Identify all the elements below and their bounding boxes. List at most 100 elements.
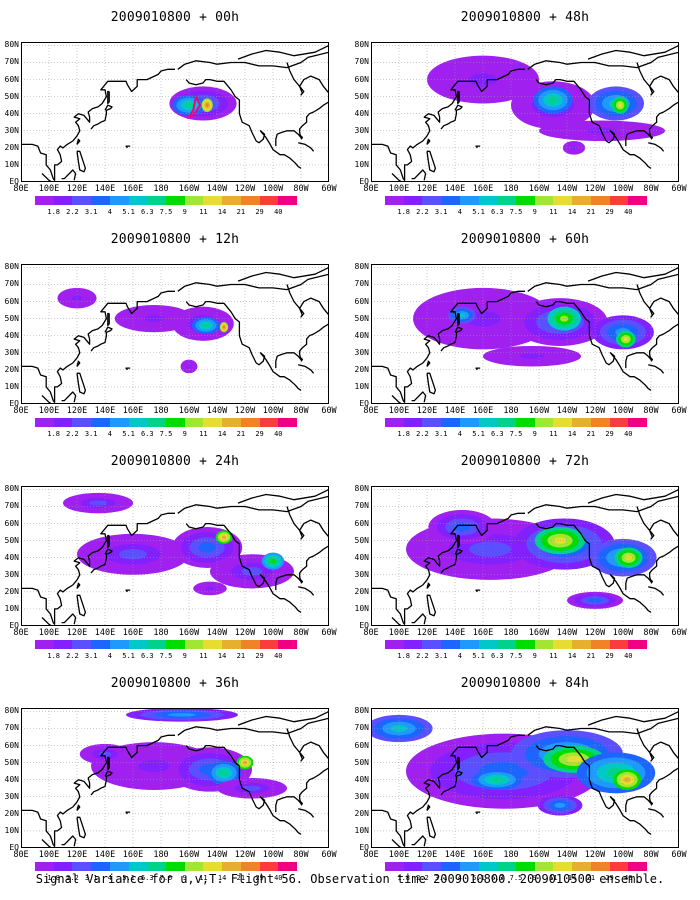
colorbar-swatch: [109, 418, 129, 427]
lon-tick-label: 80W: [643, 406, 659, 416]
panel-title: 2009010800 + 60h: [460, 232, 590, 247]
colorbar-labels: 1.8 2.2 3.1 4 5.1 6.3 7.5 9 11 14 21 29 40: [35, 430, 297, 438]
lat-tick-label: 60N: [4, 740, 19, 750]
lon-tick-label: 80E: [13, 184, 29, 194]
colorbar-tick-label: 4: [457, 430, 462, 438]
colorbar-tick-label: 3.1: [434, 652, 448, 660]
lat-tick-label: 60N: [4, 296, 19, 306]
colorbar-swatch: [441, 640, 460, 649]
panel-title: 2009010800 + 84h: [460, 676, 590, 691]
colorbar-swatch: [222, 418, 241, 427]
colorbar-swatch: [385, 418, 404, 427]
colorbar-tick-label: 14: [217, 652, 227, 660]
map-panel-24h: 2009010800 + 24h 80N 70N 60N 50N 40N 30N 20N 10N…: [0, 444, 350, 666]
colorbar-swatch: [590, 862, 610, 871]
lon-tick-label: 140W: [206, 628, 228, 638]
lat-tick-label: 20N: [4, 586, 19, 596]
colorbar-tick-label: 6.3: [140, 652, 154, 660]
lon-tick-label: 80W: [643, 850, 659, 860]
colorbar-swatch: [128, 196, 148, 205]
coastlines: [371, 266, 679, 404]
lon-tick-label: 160W: [178, 850, 200, 860]
lon-tick-label: 100W: [262, 184, 284, 194]
colorbar-tick-label: 11: [199, 208, 208, 216]
lat-tick-label: 80N: [354, 40, 369, 50]
map-area: 80N 70N 60N 50N 40N 30N 20N 10N EQ 80E 100E 120E 140…: [355, 485, 687, 638]
panel-title: 2009010800 + 48h: [460, 10, 590, 25]
lat-tick-label: 10N: [4, 603, 19, 613]
lon-tick-label: 80E: [13, 406, 29, 416]
colorbar-swatch: [109, 862, 129, 871]
lat-tick-label: 70N: [354, 501, 369, 511]
colorbar-swatch: [572, 862, 591, 871]
colorbar-swatch: [516, 640, 535, 649]
lat-tick-label: 10N: [354, 159, 369, 169]
colorbar-tick-label: 21: [586, 652, 596, 660]
lon-tick-label: 100E: [38, 184, 60, 194]
colorbar-labels: 1.8 2.2 3.1 4 5.1 6.3 7.5 9 11 14 21 29 40: [385, 874, 647, 882]
colorbar-swatch: [259, 196, 279, 205]
variance-contour: [469, 541, 511, 557]
lat-tick-label: 80N: [4, 40, 19, 50]
variance-contour: [168, 713, 196, 717]
map-background: [21, 264, 329, 404]
lat-tick-label: 70N: [4, 279, 19, 289]
lon-tick-label: 140E: [444, 184, 466, 194]
colorbar-tick-label: 3.1: [84, 430, 98, 438]
lon-tick-label: 160W: [528, 850, 550, 860]
lat-tick-label: 10N: [354, 603, 369, 613]
lon-tick-label: 140E: [94, 628, 116, 638]
colorbar-tick-label: 14: [217, 874, 227, 882]
lat-tick-label: 80N: [4, 484, 19, 494]
lat-tick-label: 60N: [4, 518, 19, 528]
lat-tick-label: 40N: [4, 108, 19, 118]
colorbar-swatch: [147, 418, 167, 427]
lat-tick-label: 60N: [4, 74, 19, 84]
lat-tick-label: 20N: [4, 142, 19, 152]
colorbar: [385, 862, 648, 871]
variance-contour: [202, 323, 210, 328]
panel-title: 2009010800 + 36h: [110, 676, 240, 691]
lat-tick-label: 70N: [4, 57, 19, 67]
lat-tick-label: 40N: [4, 552, 19, 562]
map-area: 80N 70N 60N 50N 40N 30N 20N 10N EQ 80E 100E 120E 140…: [5, 263, 337, 416]
colorbar-labels: 1.8 2.2 3.1 4 5.1 6.3 7.5 9 11 14 21 29 40: [385, 430, 647, 438]
colorbar-tick-label: 40: [274, 652, 283, 660]
colorbar-tick-label: 2.2: [416, 652, 429, 660]
colorbar-swatch: [459, 418, 479, 427]
lat-tick-label: 20N: [354, 364, 369, 374]
lon-tick-label: 140E: [94, 184, 116, 194]
colorbar-swatch: [184, 640, 204, 649]
colorbar-tick-label: 7.5: [509, 430, 523, 438]
colorbar-swatch: [534, 640, 554, 649]
lon-tick-label: 140E: [94, 850, 116, 860]
colorbar-tick-label: 14: [567, 874, 577, 882]
lon-tick-label: 100W: [262, 628, 284, 638]
lon-tick-label: 120W: [234, 406, 256, 416]
colorbar-tick-label: 4: [457, 874, 462, 882]
colorbar-swatch: [572, 418, 591, 427]
colorbar-tick-label: 21: [586, 874, 596, 882]
colorbar-swatch: [184, 418, 204, 427]
lon-tick-label: 60W: [321, 850, 337, 860]
colorbar-swatch: [240, 418, 260, 427]
lon-tick-label: 140W: [556, 850, 578, 860]
lon-tick-label: 160E: [122, 850, 144, 860]
lon-tick-label: 160W: [528, 406, 550, 416]
panel-title: 2009010800 + 24h: [110, 454, 240, 469]
lon-tick-label: 100W: [612, 850, 634, 860]
colorbar-tick-label: 7.5: [509, 874, 523, 882]
panel-title: 2009010800 + 72h: [460, 454, 590, 469]
colorbar-tick-label: 14: [217, 430, 227, 438]
colorbar-swatch: [259, 862, 279, 871]
variance-contour: [72, 295, 82, 301]
signal-variance-map: [21, 708, 329, 848]
lon-tick-label: 180: [503, 628, 519, 638]
colorbar-swatch: [147, 640, 167, 649]
colorbar-swatch: [259, 640, 279, 649]
variance-shading: [79, 708, 287, 799]
lon-tick-label: 120W: [584, 850, 606, 860]
colorbar-swatch: [240, 640, 260, 649]
colorbar-swatch: [459, 196, 479, 205]
map-frame: [21, 486, 329, 626]
